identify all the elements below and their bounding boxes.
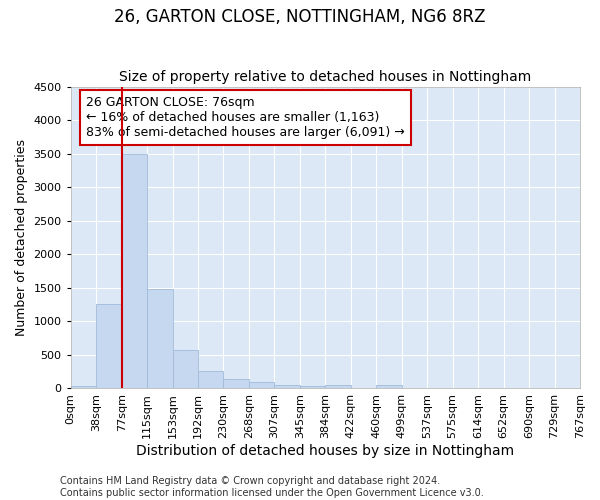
Bar [71,386,96,388]
Y-axis label: Number of detached properties: Number of detached properties [15,139,28,336]
Bar [325,385,351,388]
Bar [147,289,173,388]
Bar [376,384,402,388]
Bar [173,350,198,388]
Title: Size of property relative to detached houses in Nottingham: Size of property relative to detached ho… [119,70,532,85]
Text: Contains HM Land Registry data © Crown copyright and database right 2024.
Contai: Contains HM Land Registry data © Crown c… [60,476,484,498]
Bar [122,154,147,388]
Bar [274,384,300,388]
Bar [96,304,122,388]
X-axis label: Distribution of detached houses by size in Nottingham: Distribution of detached houses by size … [136,444,514,458]
Bar [198,371,223,388]
Bar [249,382,274,388]
Text: 26, GARTON CLOSE, NOTTINGHAM, NG6 8RZ: 26, GARTON CLOSE, NOTTINGHAM, NG6 8RZ [114,8,486,26]
Bar [300,386,325,388]
Text: 26 GARTON CLOSE: 76sqm
← 16% of detached houses are smaller (1,163)
83% of semi-: 26 GARTON CLOSE: 76sqm ← 16% of detached… [86,96,405,139]
Bar [223,378,249,388]
